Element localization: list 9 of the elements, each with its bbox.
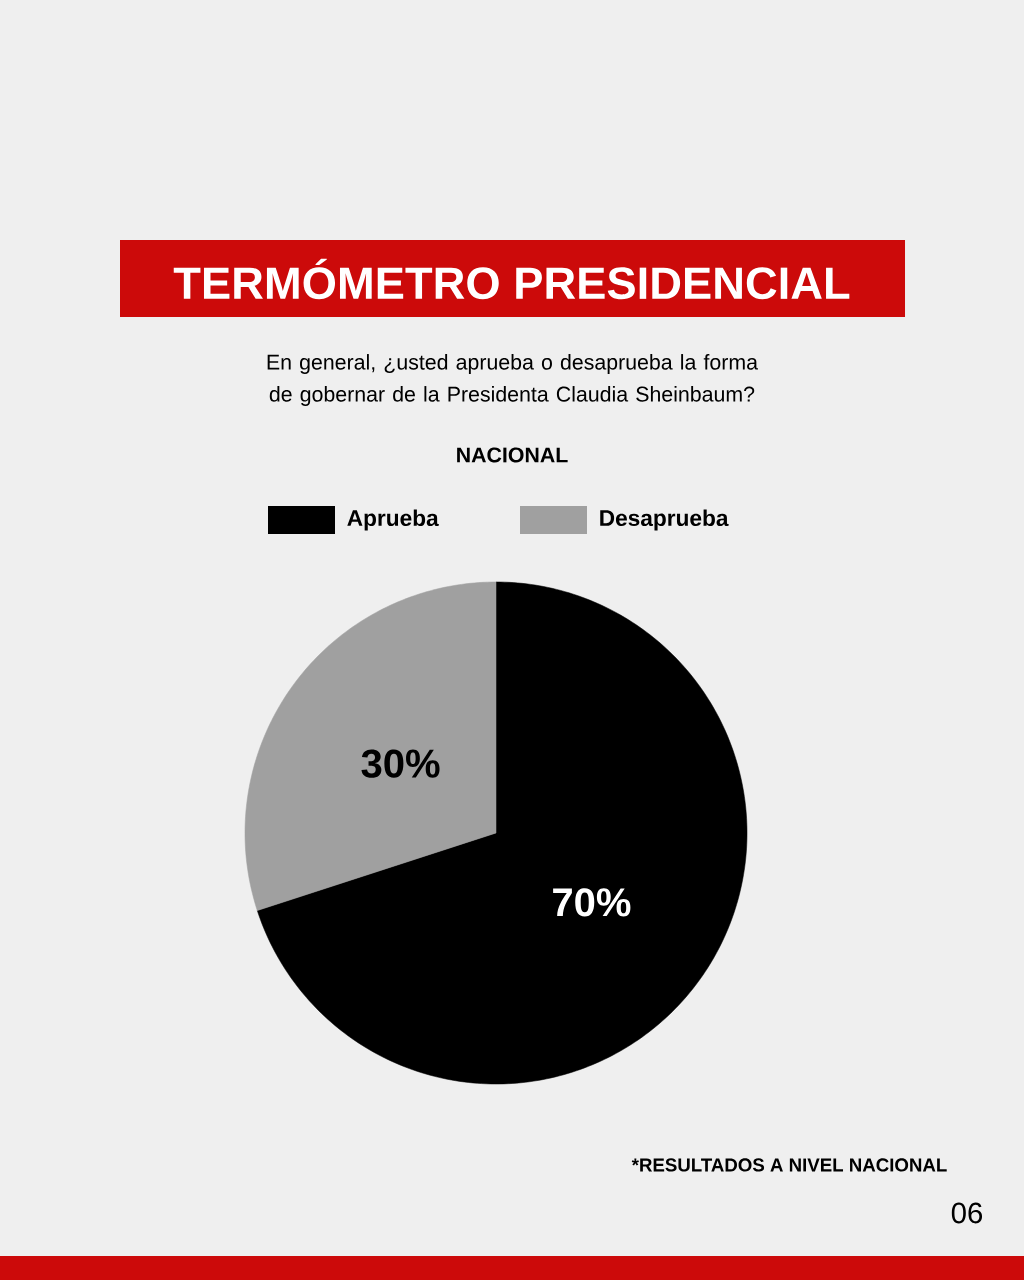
text: NACIONAL xyxy=(457,447,568,463)
text: 06 xyxy=(951,1202,983,1224)
chart-title: TERMÓMETRO PRESIDENCIAL xyxy=(173,258,850,300)
text: *RESULTADOS A NIVEL NACIONAL xyxy=(631,1158,947,1172)
legend-label: Aprueba xyxy=(347,509,439,531)
data-label: 70% xyxy=(553,888,631,917)
legend-label: Desaprueba xyxy=(600,509,729,531)
data-label: 30% xyxy=(361,749,440,778)
chart-subtitle: En general, ¿usted aprueba o desaprueba la forma de gobernar de la Presidenta Claudia Sheinbaum? xyxy=(267,354,758,406)
